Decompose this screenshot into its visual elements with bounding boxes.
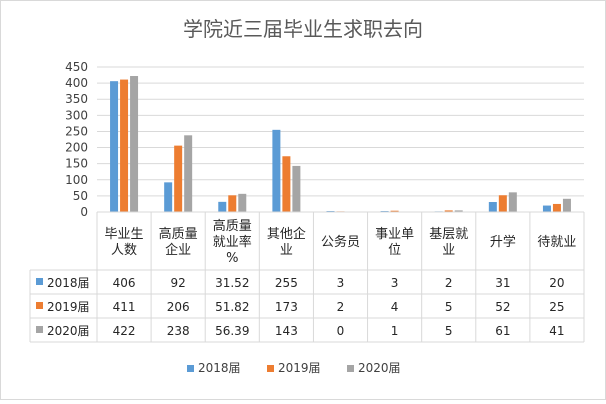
bar-2018届	[489, 202, 497, 212]
category-label: 高质量	[213, 218, 252, 234]
data-label: 411	[113, 300, 136, 314]
category-label: 就业率	[213, 234, 252, 250]
data-label: 61	[495, 324, 510, 338]
table-legend-key	[36, 326, 43, 333]
y-tick-label: 200	[65, 141, 88, 155]
y-tick-label: 450	[65, 60, 88, 74]
data-label: 3	[337, 276, 345, 290]
category-label: 人数	[111, 243, 137, 258]
category-label: 业	[280, 243, 293, 258]
bar-2019届	[499, 195, 507, 212]
category-label: %	[226, 251, 238, 266]
bar-2020届	[292, 166, 300, 212]
data-label: 255	[275, 276, 298, 290]
data-label: 4	[391, 300, 399, 314]
bar-2018届	[110, 81, 118, 212]
bar-2020届	[238, 194, 246, 212]
data-label: 5	[445, 324, 453, 338]
bar-2020届	[563, 199, 571, 212]
category-label: 待就业	[537, 235, 576, 250]
data-label: 143	[275, 324, 298, 338]
legend-key	[347, 365, 354, 372]
y-tick-label: 50	[73, 189, 88, 203]
data-label: 25	[549, 300, 564, 314]
bar-2020届	[130, 76, 138, 212]
bar-2019届	[120, 80, 128, 212]
category-label: 基层就	[429, 227, 468, 242]
y-tick-label: 100	[65, 173, 88, 187]
data-label: 406	[113, 276, 136, 290]
table-legend-key	[36, 302, 43, 309]
data-label: 3	[391, 276, 399, 290]
y-tick-label: 250	[65, 124, 88, 138]
data-label: 5	[445, 300, 453, 314]
series-row-label: 2020届	[47, 324, 90, 338]
data-label: 51.82	[215, 300, 249, 314]
bar-2020届	[184, 135, 192, 212]
bar-2018届	[218, 202, 226, 212]
data-label: 2	[445, 276, 453, 290]
data-label: 31.52	[215, 276, 249, 290]
bar-2018届	[164, 182, 172, 212]
bar-2019届	[228, 195, 236, 212]
data-label: 206	[167, 300, 190, 314]
legend-label: 2020届	[358, 361, 401, 375]
data-label: 2	[337, 300, 345, 314]
category-label: 高质量	[159, 226, 198, 242]
data-label: 41	[549, 324, 564, 338]
legend: 2018届 2019届 2020届	[187, 361, 401, 375]
bar-2020届	[509, 192, 517, 212]
category-label: 毕业生	[105, 227, 144, 242]
data-label: 238	[167, 324, 190, 338]
data-label: 173	[275, 300, 298, 314]
bar-2018届	[272, 130, 280, 212]
category-label: 其他企	[267, 226, 306, 242]
data-label: 422	[113, 324, 136, 338]
category-label: 事业单	[375, 227, 414, 242]
legend-key	[187, 365, 194, 372]
y-tick-label: 350	[65, 92, 88, 106]
y-tick-label: 400	[65, 76, 88, 90]
data-label: 92	[171, 276, 186, 290]
chart-title: 学院近三届毕业生求职去向	[183, 17, 423, 41]
category-label: 业	[442, 243, 455, 258]
bar-2019届	[174, 146, 182, 212]
legend-key	[267, 365, 274, 372]
y-tick-label: 300	[65, 108, 88, 122]
data-label: 20	[549, 276, 564, 290]
y-tick-label: 150	[65, 157, 88, 171]
category-label: 升学	[490, 234, 516, 250]
data-label: 0	[337, 324, 345, 338]
bar-2019届	[553, 204, 561, 212]
data-label: 31	[495, 276, 510, 290]
series-row-label: 2019届	[47, 300, 90, 314]
data-label: 52	[495, 300, 510, 314]
data-label: 1	[391, 324, 399, 338]
data-label: 56.39	[215, 324, 249, 338]
category-label: 公务员	[321, 234, 360, 250]
legend-label: 2018届	[198, 361, 241, 375]
bar-2019届	[282, 156, 290, 212]
bar-2018届	[543, 206, 551, 212]
y-tick-label: 0	[80, 205, 88, 219]
legend-label: 2019届	[278, 361, 321, 375]
category-label: 企业	[165, 242, 191, 258]
table-legend-key	[36, 278, 43, 285]
category-label: 位	[388, 243, 401, 258]
series-row-label: 2018届	[47, 276, 90, 290]
